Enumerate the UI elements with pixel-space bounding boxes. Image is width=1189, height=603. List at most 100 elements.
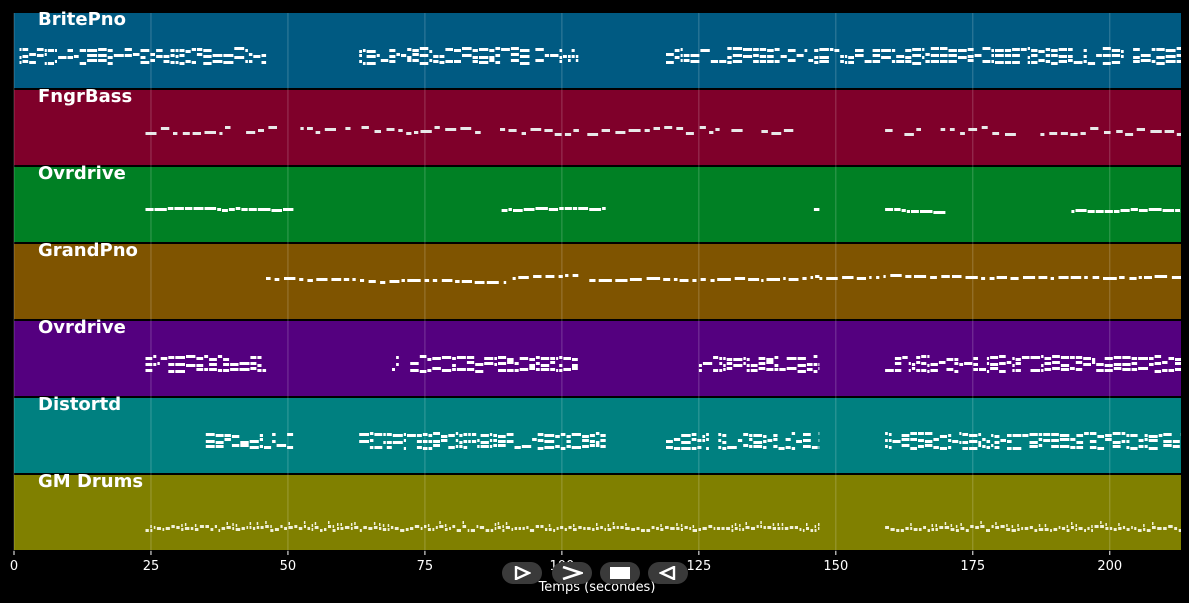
- rewind-button[interactable]: [648, 562, 688, 584]
- note: [307, 279, 313, 282]
- note: [912, 62, 922, 65]
- note: [1044, 357, 1052, 360]
- note: [1051, 439, 1059, 442]
- note: [350, 527, 353, 530]
- note: [986, 357, 990, 360]
- note: [153, 355, 157, 358]
- note: [520, 55, 530, 58]
- note: [921, 362, 927, 365]
- note: [646, 277, 661, 280]
- note: [252, 527, 256, 530]
- note: [666, 53, 674, 56]
- note: [343, 278, 350, 281]
- note: [813, 208, 820, 211]
- note: [1168, 525, 1173, 528]
- note: [758, 367, 766, 370]
- note: [433, 432, 440, 435]
- note: [924, 432, 933, 435]
- note: [1038, 276, 1048, 279]
- note: [950, 528, 955, 531]
- note: [646, 529, 651, 532]
- note: [234, 47, 245, 50]
- note: [44, 49, 47, 52]
- track-notes: [145, 207, 1181, 214]
- note: [691, 438, 697, 441]
- note: [171, 525, 175, 528]
- note: [954, 362, 959, 365]
- note: [941, 275, 950, 278]
- note: [153, 363, 157, 366]
- fast-forward-button[interactable]: [552, 562, 592, 584]
- note: [717, 278, 731, 281]
- note: [568, 526, 572, 529]
- note: [246, 526, 249, 529]
- note: [459, 441, 463, 444]
- note: [170, 54, 175, 57]
- note: [923, 526, 926, 529]
- note: [368, 280, 376, 283]
- note: [780, 55, 787, 58]
- note: [1122, 368, 1131, 371]
- note: [422, 447, 428, 450]
- note: [454, 49, 461, 52]
- note: [763, 526, 766, 529]
- note: [683, 59, 690, 62]
- stop-button[interactable]: [600, 562, 640, 584]
- note: [494, 523, 497, 526]
- note: [210, 528, 214, 531]
- note: [1175, 362, 1181, 365]
- note: [226, 526, 231, 529]
- note: [203, 62, 212, 65]
- note: [779, 368, 786, 371]
- note: [719, 60, 727, 63]
- note: [1152, 522, 1154, 525]
- note: [461, 280, 472, 283]
- note: [1084, 529, 1086, 532]
- note: [1027, 47, 1030, 50]
- note: [578, 526, 582, 529]
- note: [194, 524, 197, 527]
- note: [864, 60, 872, 63]
- note: [1111, 54, 1121, 57]
- note: [535, 59, 544, 62]
- note: [690, 60, 700, 63]
- note: [555, 445, 560, 448]
- note: [1121, 55, 1124, 58]
- note: [258, 129, 264, 132]
- play-button[interactable]: [502, 562, 542, 584]
- note: [337, 523, 339, 526]
- note: [22, 60, 29, 63]
- note: [600, 434, 606, 437]
- note: [373, 526, 378, 529]
- note: [1012, 364, 1015, 367]
- note: [954, 370, 959, 373]
- note: [29, 61, 36, 64]
- note: [978, 444, 982, 447]
- note: [1168, 357, 1175, 360]
- note: [891, 60, 896, 63]
- note: [986, 529, 990, 532]
- track-label: GM Drums: [38, 471, 143, 492]
- note: [250, 367, 257, 370]
- note: [1129, 277, 1137, 280]
- note: [975, 526, 979, 529]
- note: [217, 208, 222, 211]
- note: [1097, 435, 1105, 438]
- note: [905, 275, 912, 278]
- note: [1095, 210, 1104, 213]
- note: [379, 527, 382, 530]
- note: [888, 439, 892, 442]
- note: [196, 368, 204, 371]
- note: [901, 438, 910, 441]
- note: [939, 447, 947, 450]
- note: [560, 447, 566, 450]
- note: [710, 279, 715, 282]
- note: [559, 364, 563, 367]
- note: [468, 433, 471, 436]
- note: [885, 439, 888, 442]
- note: [1126, 528, 1130, 531]
- note: [722, 441, 727, 444]
- note: [973, 368, 978, 371]
- note: [814, 61, 819, 64]
- note: [514, 527, 518, 530]
